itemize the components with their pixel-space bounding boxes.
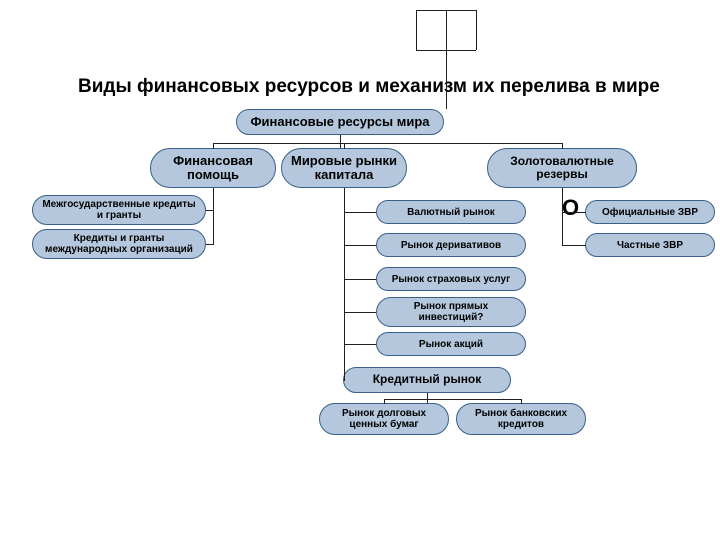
node-cap4: Рынок прямых инвестиций? bbox=[376, 297, 526, 327]
connector-line bbox=[206, 210, 214, 211]
stray-letter: О bbox=[562, 195, 579, 221]
connector-line bbox=[476, 10, 477, 50]
connector-line bbox=[427, 393, 428, 403]
connector-line bbox=[562, 245, 586, 246]
node-cap2: Рынок деривативов bbox=[376, 233, 526, 257]
connector-line bbox=[344, 212, 376, 213]
connector-line bbox=[344, 312, 376, 313]
node-fin2: Кредиты и гранты международных организац… bbox=[32, 229, 206, 259]
node-cap6b: Рынок банковских кредитов bbox=[456, 403, 586, 435]
connector-line bbox=[344, 245, 376, 246]
node-gold1: Официальные ЗВР bbox=[585, 200, 715, 224]
connector-line bbox=[213, 143, 562, 144]
node-gold2: Частные ЗВР bbox=[585, 233, 715, 257]
connector-line bbox=[213, 188, 214, 244]
connector-line bbox=[344, 279, 376, 280]
node-cap: Мировые рынки капитала bbox=[281, 148, 407, 188]
connector-line bbox=[344, 344, 376, 345]
connector-line bbox=[446, 10, 447, 109]
node-cap6: Кредитный рынок bbox=[343, 367, 511, 393]
node-gold: Золотовалютные резервы bbox=[487, 148, 637, 188]
connector-line bbox=[384, 399, 521, 400]
connector-line bbox=[562, 143, 563, 149]
connector-line bbox=[562, 212, 586, 213]
connector-line bbox=[344, 143, 345, 149]
connector-line bbox=[562, 188, 563, 245]
connector-line bbox=[344, 380, 345, 381]
connector-line bbox=[416, 50, 476, 51]
connector-line bbox=[384, 399, 385, 404]
connector-line bbox=[521, 399, 522, 404]
connector-line bbox=[344, 188, 345, 380]
node-root: Финансовые ресурсы мира bbox=[236, 109, 444, 135]
connector-line bbox=[340, 135, 341, 148]
node-cap3: Рынок страховых услуг bbox=[376, 267, 526, 291]
connector-line bbox=[213, 143, 214, 149]
diagram-title: Виды финансовых ресурсов и механизм их п… bbox=[78, 76, 660, 98]
node-fin: Финансовая помощь bbox=[150, 148, 276, 188]
connector-line bbox=[206, 244, 214, 245]
connector-line bbox=[416, 10, 417, 50]
node-cap5: Рынок акций bbox=[376, 332, 526, 356]
node-cap6a: Рынок долговых ценных бумаг bbox=[319, 403, 449, 435]
node-fin1: Межгосударственные кредиты и гранты bbox=[32, 195, 206, 225]
node-cap1: Валютный рынок bbox=[376, 200, 526, 224]
